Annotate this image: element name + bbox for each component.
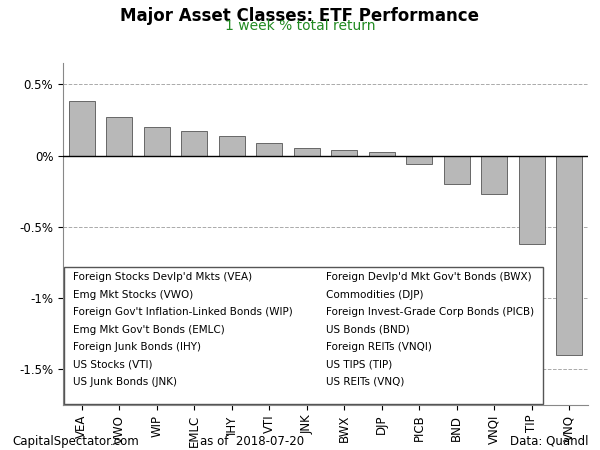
Bar <box>64 267 543 404</box>
Text: US REITs (VNQ): US REITs (VNQ) <box>325 377 404 387</box>
Bar <box>556 156 583 355</box>
Bar <box>68 102 95 156</box>
Bar <box>331 150 358 156</box>
Text: Commodities (DJP): Commodities (DJP) <box>325 290 423 300</box>
Text: Foreign Invest-Grade Corp Bonds (PICB): Foreign Invest-Grade Corp Bonds (PICB) <box>325 307 533 317</box>
Text: Foreign Gov't Inflation-Linked Bonds (WIP): Foreign Gov't Inflation-Linked Bonds (WI… <box>73 307 293 317</box>
Bar <box>181 131 208 156</box>
Text: Foreign Junk Bonds (IHY): Foreign Junk Bonds (IHY) <box>73 342 201 352</box>
Bar <box>293 148 320 156</box>
Text: US Junk Bonds (JNK): US Junk Bonds (JNK) <box>73 377 177 387</box>
Text: Emg Mkt Gov't Bonds (EMLC): Emg Mkt Gov't Bonds (EMLC) <box>73 324 225 334</box>
Bar <box>406 156 433 164</box>
Bar <box>256 143 283 156</box>
Text: CapitalSpectator.com: CapitalSpectator.com <box>12 435 139 448</box>
Text: Data: Quandl: Data: Quandl <box>509 435 588 448</box>
Text: Foreign Devlp'd Mkt Gov't Bonds (BWX): Foreign Devlp'd Mkt Gov't Bonds (BWX) <box>325 273 531 283</box>
Text: US Stocks (VTI): US Stocks (VTI) <box>73 359 152 369</box>
Bar <box>518 156 545 244</box>
Text: Foreign REITs (VNQI): Foreign REITs (VNQI) <box>325 342 431 352</box>
Text: as of  2018-07-20: as of 2018-07-20 <box>200 435 304 448</box>
Bar <box>481 156 508 194</box>
Text: US Bonds (BND): US Bonds (BND) <box>325 324 409 334</box>
Bar <box>368 152 395 156</box>
Bar <box>143 127 170 156</box>
Bar <box>106 117 133 156</box>
Text: Emg Mkt Stocks (VWO): Emg Mkt Stocks (VWO) <box>73 290 193 300</box>
Text: 1 week % total return: 1 week % total return <box>225 19 375 33</box>
Bar <box>443 156 470 184</box>
Bar <box>218 136 245 156</box>
Text: Foreign Stocks Devlp'd Mkts (VEA): Foreign Stocks Devlp'd Mkts (VEA) <box>73 273 252 283</box>
Text: Major Asset Classes: ETF Performance: Major Asset Classes: ETF Performance <box>121 7 479 25</box>
Text: US TIPS (TIP): US TIPS (TIP) <box>325 359 392 369</box>
